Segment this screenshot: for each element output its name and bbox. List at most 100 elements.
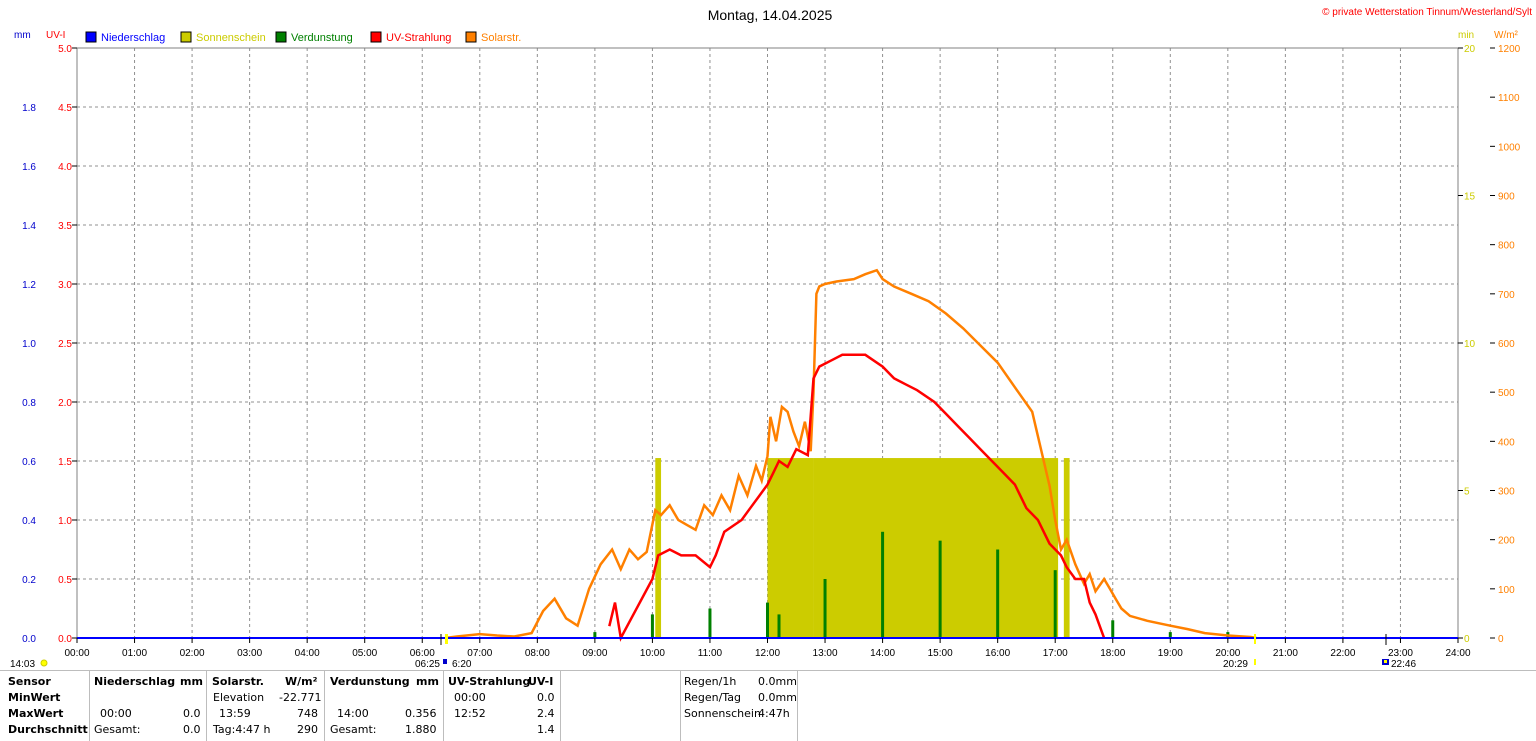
tick-label-time: 23:00 xyxy=(1388,648,1413,659)
table-divider xyxy=(324,670,325,741)
tick-label-time: 14:00 xyxy=(870,648,895,659)
tick-label-wm2: 500 xyxy=(1498,388,1515,399)
verdunstung-bar xyxy=(881,531,885,638)
statistics-table: Sensor MinWert MaxWert Durchschnitt Nied… xyxy=(0,670,1536,741)
tick-label-min: 5 xyxy=(1464,487,1470,498)
legend-label: Verdunstung xyxy=(291,32,353,44)
tick-label-mm: 0.2 xyxy=(22,575,36,586)
tick-label-wm2: 0 xyxy=(1498,634,1504,645)
tick-label-time: 08:00 xyxy=(525,648,550,659)
tick-label-time: 17:00 xyxy=(1043,648,1068,659)
tick-label-time: 22:00 xyxy=(1330,648,1355,659)
tick-label-time: 11:00 xyxy=(698,648,723,659)
tick-label-mm: 0.4 xyxy=(22,516,36,527)
verdunstung-bar xyxy=(593,632,597,638)
tick-label-uv: 3.5 xyxy=(58,221,72,232)
summary-value-rain-hour: 0.0mm xyxy=(758,675,797,688)
tick-label-mm: 0.0 xyxy=(22,634,36,645)
solar-unit: W/m² xyxy=(285,675,318,688)
tick-label-wm2: 100 xyxy=(1498,585,1515,596)
verdunstung-total-label: Gesamt: xyxy=(330,723,377,736)
tick-label-time: 04:00 xyxy=(295,648,320,659)
solar-elevation-label: Elevation xyxy=(213,691,265,704)
tick-label-time: 07:00 xyxy=(467,648,492,659)
verdunstung-bar xyxy=(938,540,942,638)
verdunstung-bar xyxy=(1168,632,1172,638)
tick-label-time: 13:00 xyxy=(813,648,838,659)
solar-day-length: Tag:4:47 h xyxy=(213,723,271,736)
tick-label-time: 21:00 xyxy=(1273,648,1298,659)
tick-label-uv: 2.0 xyxy=(58,398,72,409)
verdunstung-bar xyxy=(708,608,712,638)
table-divider xyxy=(680,670,681,741)
tick-label-time: 02:00 xyxy=(180,648,205,659)
axis-ticks: 0.0 0.2 0.4 0.6 0.8 1.0 1.2 1.4 1.6 1.8 0.0 0.5 1.0 1… xyxy=(22,44,1521,659)
tick-label-mm: 1.2 xyxy=(22,280,36,291)
verdunstung-bar xyxy=(823,579,827,638)
summary-value-sunshine: 4:47h xyxy=(758,707,790,720)
summary-label-rain-day: Regen/Tag xyxy=(684,691,741,704)
legend-swatch xyxy=(85,31,97,43)
tick-label-time: 01:00 xyxy=(122,648,147,659)
tick-label-wm2: 400 xyxy=(1498,437,1515,448)
legend-label: Sonnenschein xyxy=(196,32,266,44)
tick-label-min: 20 xyxy=(1464,44,1476,55)
verdunstung-bar xyxy=(650,614,654,638)
tick-label-time: 20:00 xyxy=(1215,648,1240,659)
legend-swatch xyxy=(275,31,287,43)
tick-label-uv: 4.5 xyxy=(58,103,72,114)
tick-label-uv: 0.5 xyxy=(58,575,72,586)
tick-label-wm2: 1000 xyxy=(1498,142,1521,153)
tick-label-mm: 1.0 xyxy=(22,339,36,350)
series-solarstr xyxy=(445,268,1257,640)
uv-min-time: 00:00 xyxy=(454,691,486,704)
axis-unit-uv: UV-I xyxy=(46,30,65,41)
legend-swatch xyxy=(370,31,382,43)
tick-label-time: 18:00 xyxy=(1100,648,1125,659)
tick-label-uv: 1.0 xyxy=(58,516,72,527)
uv-min-value: 0.0 xyxy=(537,691,555,704)
marker-sunset xyxy=(1254,634,1256,665)
marker-sunrise-time-2: 6:20 xyxy=(452,659,472,670)
niederschlag-unit: mm xyxy=(180,675,203,688)
table-divider xyxy=(89,670,90,741)
verdunstung-total-value: 1.880 xyxy=(405,723,437,736)
axis-unit-mm: mm xyxy=(14,30,31,41)
verdunstung-max-value: 0.356 xyxy=(405,707,437,720)
tick-label-wm2: 900 xyxy=(1498,192,1515,203)
tick-label-wm2: 600 xyxy=(1498,339,1515,350)
tick-label-time: 15:00 xyxy=(928,648,953,659)
marker-sunrise xyxy=(440,634,448,664)
verdunstung-bar xyxy=(996,549,1000,638)
verdunstung-max-time: 14:00 xyxy=(337,707,369,720)
sunshine-bar xyxy=(1063,458,1070,638)
sunshine-bar xyxy=(655,458,662,638)
tick-label-min: 15 xyxy=(1464,192,1476,203)
table-divider xyxy=(206,670,207,741)
solar-max-value: 748 xyxy=(297,707,318,720)
tick-label-wm2: 700 xyxy=(1498,290,1515,301)
chart-grid xyxy=(77,48,1458,638)
tick-label-time: 10:00 xyxy=(640,648,665,659)
uv-avg-value: 1.4 xyxy=(537,723,555,736)
niederschlag-total-value: 0.0 xyxy=(183,723,201,736)
marker-moon xyxy=(1382,634,1389,665)
row-label-durchschnitt: Durchschnitt xyxy=(8,723,88,736)
tick-label-mm: 1.6 xyxy=(22,162,36,173)
chart-legend: Niederschlag Sonnenschein Verdunstung UV-St… xyxy=(85,31,521,44)
table-divider xyxy=(797,670,798,741)
verdunstung-unit: mm xyxy=(416,675,439,688)
tick-label-min: 10 xyxy=(1464,339,1476,350)
solar-avg-value: 290 xyxy=(297,723,318,736)
sunshine-bar xyxy=(767,458,814,638)
verdunstung-bar xyxy=(1053,570,1057,638)
table-divider xyxy=(0,670,1536,671)
legend-swatch xyxy=(180,31,192,43)
legend-label: Solarstr. xyxy=(481,32,521,44)
summary-label-sunshine: Sonnenschein xyxy=(684,707,761,720)
verdunstung-bar xyxy=(1111,620,1115,638)
tick-label-mm: 0.6 xyxy=(22,457,36,468)
row-label-sensor: Sensor xyxy=(8,675,51,688)
verdunstung-header: Verdunstung xyxy=(330,675,410,688)
niederschlag-header: Niederschlag xyxy=(94,675,176,688)
